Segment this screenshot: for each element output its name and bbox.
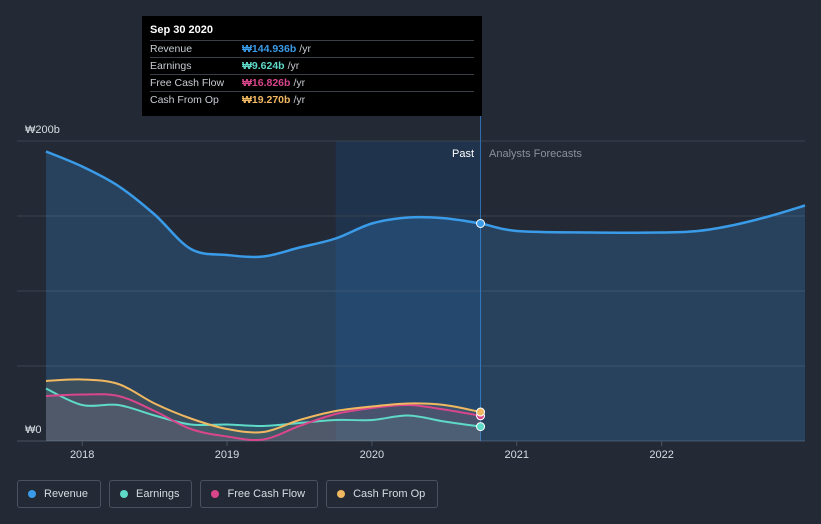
tooltip-label: Revenue — [150, 43, 193, 55]
revenue-marker — [476, 219, 486, 228]
grid-lines — [17, 116, 805, 442]
tooltip-unit: /yr — [293, 94, 306, 106]
x-tick-label: 2019 — [215, 449, 239, 461]
tooltip-date: Sep 30 2020 — [150, 24, 213, 36]
tooltip-row-earnings: Earnings ₩9.624b /yr — [150, 57, 474, 74]
series-areas — [45, 151, 806, 441]
cash-from-op-line — [45, 378, 481, 434]
tooltip-row-free-cash-flow: Free Cash Flow ₩16.826b /yr — [150, 74, 474, 91]
x-axis-ticks: 2018 2019 2020 2021 2022 — [70, 441, 674, 461]
legend-label: Free Cash Flow — [227, 488, 306, 500]
revenue-line — [45, 150, 806, 259]
tooltip-label: Cash From Op — [150, 94, 219, 106]
revenue-dot-icon — [28, 490, 36, 498]
earnings-dot-icon — [120, 490, 129, 498]
tooltip-row-cash-from-op: Cash From Op ₩19.270b /yr — [150, 91, 474, 108]
y-tick-label-min: ₩0 — [25, 424, 42, 436]
legend-label: Cash From Op — [353, 488, 426, 500]
x-tick-label: 2020 — [360, 449, 384, 461]
axis-labels: ₩200b ₩0 Past Analysts Forecasts — [25, 124, 582, 436]
legend-item-free-cash-flow[interactable]: Free Cash Flow — [200, 480, 319, 508]
legend-label: Revenue — [44, 488, 89, 500]
y-tick-label-max: ₩200b — [25, 124, 60, 136]
tooltip-value: ₩144.936b — [242, 43, 297, 55]
legend-item-revenue[interactable]: Revenue — [17, 480, 102, 508]
revenue-area — [45, 151, 806, 441]
legend-label: Earnings — [136, 488, 180, 500]
tooltip: Sep 30 2020 Revenue ₩144.936b /yr Earnin… — [142, 16, 482, 116]
earnings-area — [45, 388, 481, 441]
tooltip-unit: /yr — [287, 60, 300, 72]
cash-from-op-marker — [476, 407, 486, 417]
legend-item-earnings[interactable]: Earnings — [109, 480, 193, 508]
earnings-line — [45, 387, 481, 428]
x-tick-label: 2022 — [649, 449, 673, 461]
tooltip-label: Free Cash Flow — [150, 77, 225, 89]
x-tick-label: 2021 — [505, 449, 529, 461]
earnings-marker — [476, 422, 486, 432]
legend: Revenue Earnings Free Cash Flow Cash Fro… — [17, 480, 439, 508]
free-cash-flow-line — [45, 393, 481, 442]
past-label: Past — [452, 148, 474, 160]
tooltip-value: ₩16.826b — [242, 77, 291, 89]
free-cash-flow-area — [45, 394, 481, 441]
hover-markers — [476, 219, 486, 432]
cash-from-op-dot-icon — [337, 490, 346, 498]
forecast-label: Analysts Forecasts — [489, 148, 582, 160]
tooltip-label: Earnings — [150, 60, 192, 72]
tooltip-unit: /yr — [299, 43, 311, 55]
tooltip-value: ₩9.624b — [242, 60, 285, 72]
tooltip-unit: /yr — [293, 77, 306, 89]
cash-from-op-area — [45, 379, 481, 441]
tooltip-row-revenue: Revenue ₩144.936b /yr — [150, 40, 474, 57]
legend-item-cash-from-op[interactable]: Cash From Op — [326, 480, 439, 508]
free-cash-flow-dot-icon — [211, 490, 220, 498]
x-tick-label: 2018 — [70, 449, 94, 461]
series-lines — [45, 150, 806, 442]
tooltip-value: ₩19.270b — [242, 94, 291, 106]
